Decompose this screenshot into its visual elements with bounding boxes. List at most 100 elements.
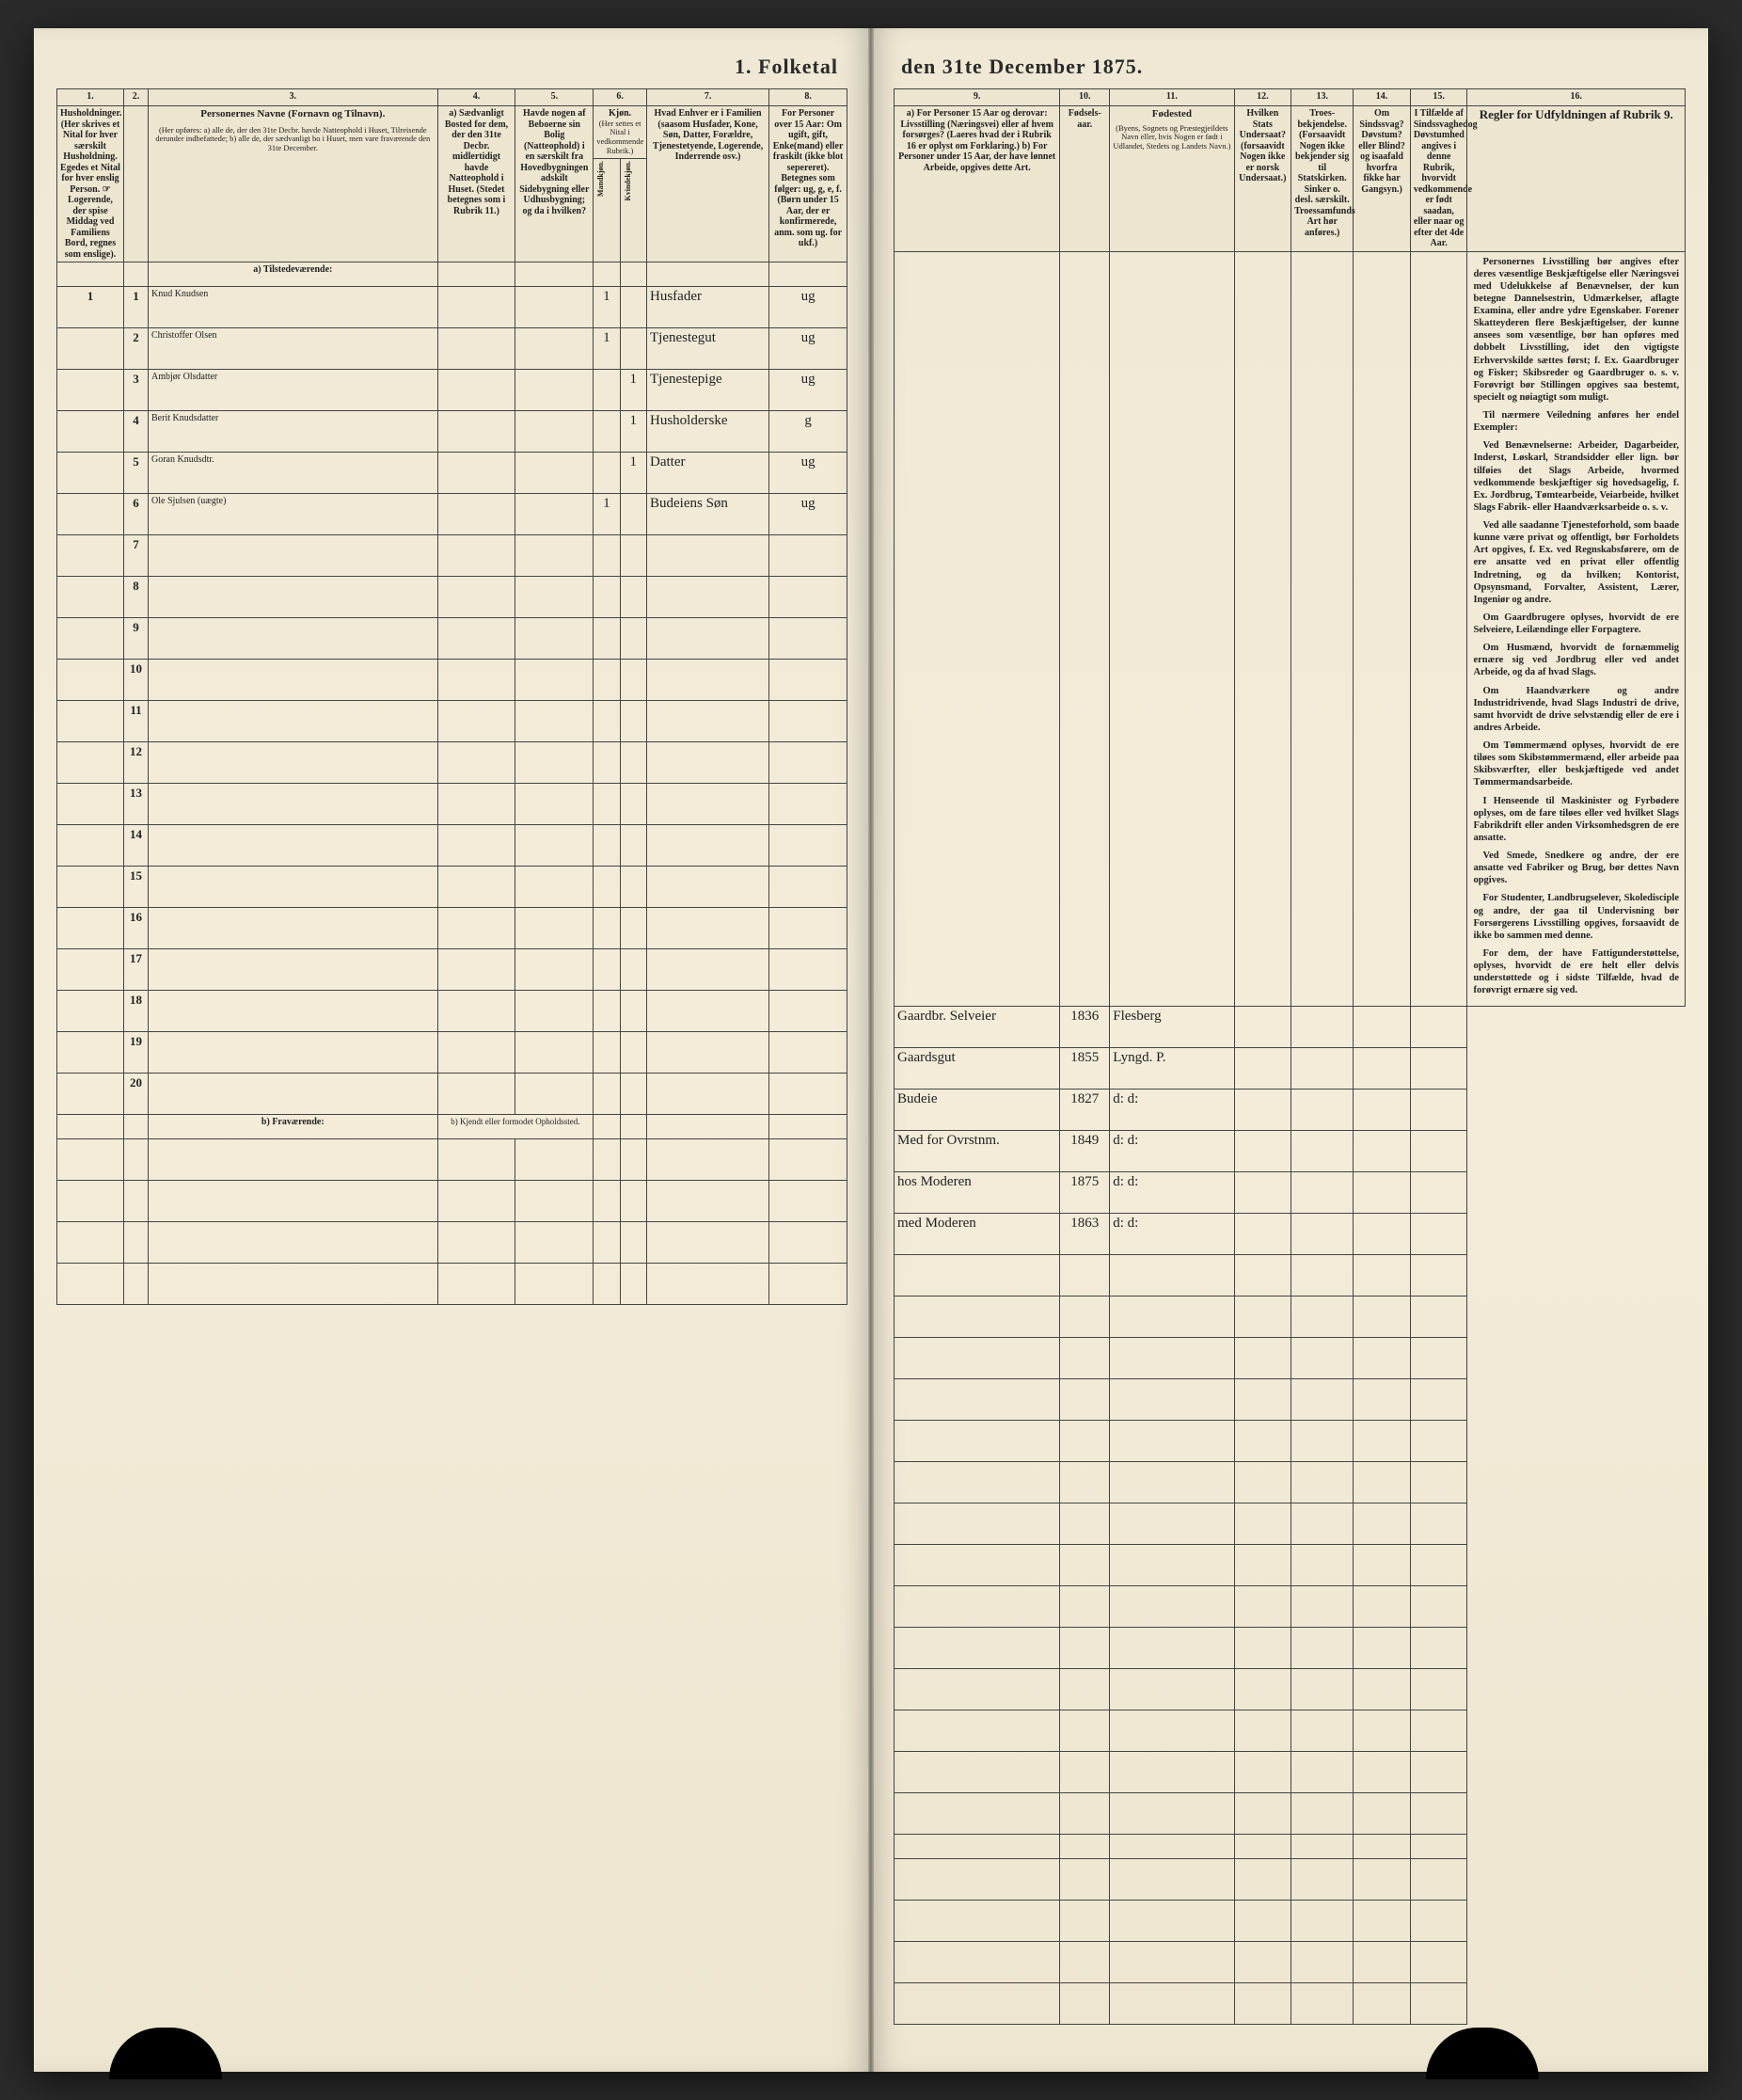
table-row-empty: 12	[57, 742, 847, 784]
table-row-empty	[895, 1793, 1686, 1835]
occupation: med Moderen	[895, 1214, 1060, 1255]
left-page: 1. Folketal 1. 2. 3. 4. 5. 6. 7. 8. Hush…	[34, 28, 871, 2072]
cell-c5	[515, 411, 594, 453]
table-row-empty	[895, 1462, 1686, 1503]
row-num: 14	[123, 825, 148, 867]
birth-year: 1827	[1060, 1090, 1110, 1131]
col8-num: 8.	[769, 89, 847, 106]
blank-row-rb2	[895, 1901, 1686, 1942]
blank-row-b3	[57, 1222, 847, 1264]
row-num: 10	[123, 660, 148, 701]
table-row-empty: 11	[57, 701, 847, 742]
col5-num: 5.	[515, 89, 594, 106]
sex-m	[594, 411, 620, 453]
table-row-empty: 15	[57, 867, 847, 908]
cell-c5	[515, 453, 594, 494]
blank-row-b4	[57, 1264, 847, 1305]
rules-paragraph: Om Tømmermænd oplyses, hvorvidt de ere t…	[1473, 740, 1679, 789]
row-num: 15	[123, 867, 148, 908]
row-num: 17	[123, 949, 148, 991]
col16-num: 16.	[1467, 89, 1686, 106]
cell-c15	[1410, 1172, 1467, 1214]
blank-row-rb3	[895, 1942, 1686, 1983]
hdr-c9: a) For Personer 15 Aar og derovar: Livss…	[895, 106, 1060, 252]
hdr-c7: Hvad Enhver er i Familien (saasom Husfad…	[647, 106, 769, 262]
rules-body: Personernes Livsstilling bør angives eft…	[1467, 252, 1685, 1007]
person-name: Berit Knudsdatter	[149, 411, 438, 453]
occupation: Med for Ovrstnm.	[895, 1131, 1060, 1172]
occupation: Budeie	[895, 1090, 1060, 1131]
person-num: 6	[123, 494, 148, 535]
person-num: 5	[123, 453, 148, 494]
col15-num: 15.	[1410, 89, 1467, 106]
blank-row-b1	[57, 1139, 847, 1181]
section-a-row: a) Tilstedeværende:	[57, 262, 847, 287]
sex-f	[620, 328, 646, 370]
cell-c4	[437, 411, 515, 453]
table-row-empty: 16	[57, 908, 847, 949]
table-row-empty: 9	[57, 618, 847, 660]
cell-c15	[1410, 1214, 1467, 1255]
rules-paragraph: Personernes Livsstilling bør angives eft…	[1473, 256, 1679, 405]
hdr-c6a: Mandkjøn.	[594, 158, 620, 262]
person-num: 4	[123, 411, 148, 453]
census-book: 1. Folketal 1. 2. 3. 4. 5. 6. 7. 8. Hush…	[34, 28, 1708, 2072]
person-num: 2	[123, 328, 148, 370]
scanner-thumb-right	[1426, 2028, 1539, 2079]
occupation: Gaardsgut	[895, 1048, 1060, 1090]
table-row-empty: 17	[57, 949, 847, 991]
table-row-empty	[895, 1710, 1686, 1752]
rules-paragraph: Ved Smede, Snedkere og andre, der ere an…	[1473, 850, 1679, 886]
row-num: 16	[123, 908, 148, 949]
col-number-row: 1. 2. 3. 4. 5. 6. 7. 8.	[57, 89, 847, 106]
table-row-empty: 8	[57, 577, 847, 618]
hdr-c14: Om Sindssvag? Døvstum? eller Blind? og i…	[1354, 106, 1411, 252]
household-num	[57, 411, 124, 453]
title-right: den 31te December 1875.	[894, 55, 1686, 79]
table-row: Budeie1827d: d:	[895, 1090, 1686, 1131]
person-num: 3	[123, 370, 148, 411]
cell-c12	[1234, 1172, 1291, 1214]
rules-paragraph: Om Husmænd, hvorvidt de fornæmmelig ernæ…	[1473, 642, 1679, 678]
rules-paragraph: For dem, der have Fattigunderstøttelse, …	[1473, 947, 1679, 997]
rules-paragraph: I Henseende til Maskinister og Fyrbødere…	[1473, 795, 1679, 845]
cell-c13	[1291, 1172, 1354, 1214]
occupation: Gaardbr. Selveier	[895, 1007, 1060, 1048]
table-row-empty	[895, 1297, 1686, 1338]
civil-status: ug	[769, 370, 847, 411]
person-name: Ole Sjulsen (uægte)	[149, 494, 438, 535]
row-num: 7	[123, 535, 148, 577]
table-row-empty: 14	[57, 825, 847, 867]
hdr-c6-title: Kjøn.	[596, 108, 643, 119]
blank-row-rb1	[895, 1859, 1686, 1901]
sex-m: 1	[594, 328, 620, 370]
cell-c5	[515, 328, 594, 370]
col4-num: 4.	[437, 89, 515, 106]
table-row-empty	[895, 1338, 1686, 1379]
hdr-c5: Havde nogen af Beboerne sin Bolig (Natte…	[515, 106, 594, 262]
rules-paragraph: For Studenter, Landbrugselever, Skoledis…	[1473, 892, 1679, 942]
hdr-c3: Personernes Navne (Fornavn og Tilnavn). …	[149, 106, 438, 262]
rules-cell: Personernes Livsstilling bør angives eft…	[1467, 251, 1686, 1007]
hdr-c6: Kjøn. (Her settes et Nital i vedkommende…	[594, 106, 647, 159]
sex-f	[620, 494, 646, 535]
person-name: Goran Knudsdtr.	[149, 453, 438, 494]
scanner-thumb-left	[109, 2028, 222, 2079]
sex-m: 1	[594, 287, 620, 328]
sex-m: 1	[594, 494, 620, 535]
cell-c15	[1410, 1090, 1467, 1131]
table-row: 4Berit Knudsdatter1Husholderskeg	[57, 411, 847, 453]
cell-c12	[1234, 1131, 1291, 1172]
birth-place: Lyngd. P.	[1110, 1048, 1234, 1090]
row-num: 9	[123, 618, 148, 660]
table-row: med Moderen1863d: d:	[895, 1214, 1686, 1255]
sex-f	[620, 287, 646, 328]
civil-status: g	[769, 411, 847, 453]
cell-c4	[437, 328, 515, 370]
relation: Husfader	[647, 287, 769, 328]
cell-c12	[1234, 1007, 1291, 1048]
rules-paragraph: Ved alle saadanne Tjenesteforhold, som b…	[1473, 519, 1679, 606]
table-row-empty	[895, 1503, 1686, 1545]
row-num: 11	[123, 701, 148, 742]
table-row: 5Goran Knudsdtr.1Datterug	[57, 453, 847, 494]
